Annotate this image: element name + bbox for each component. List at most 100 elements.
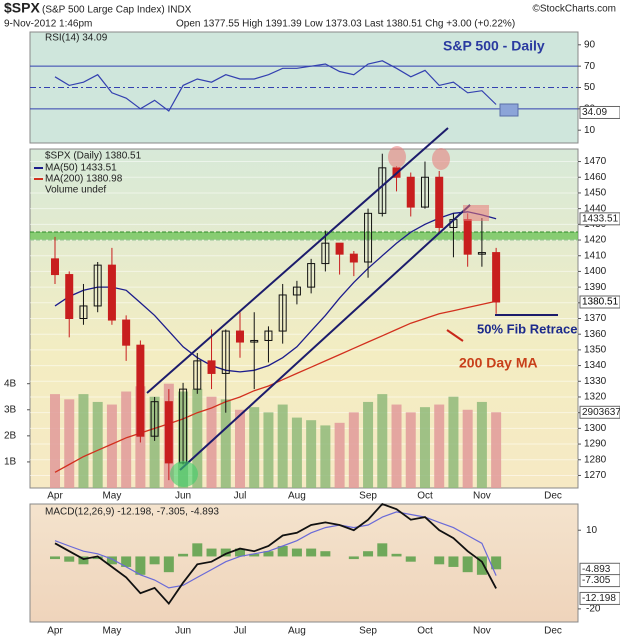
volume-tick-label: 4B [4,378,17,389]
candle-body [107,264,116,321]
value-box [579,295,620,309]
candle-body [65,274,74,319]
y-tick-label: 1460 [584,172,607,183]
y-tick-label: 1280 [584,454,607,465]
value-box [579,405,620,419]
volume-bar [78,394,89,488]
x-tick-label: May [102,491,121,502]
histogram-bar [391,553,402,557]
candle-body [406,176,415,208]
volume-tick-label: 1B [4,457,17,468]
volume-bar [291,417,302,488]
low-marker [170,461,198,487]
histogram-bar [106,556,117,565]
histogram-bar [92,556,103,560]
y-tick-label: 90 [584,39,596,50]
y-tick-label: 70 [584,61,596,72]
y-tick-label: 10 [584,125,596,136]
candle-body [207,360,216,374]
histogram-bar [192,543,203,557]
histogram-bar [448,556,459,567]
rsi-line [54,60,497,112]
candle-body [435,176,444,228]
candle-body [278,294,287,332]
x-tick-label: Apr [47,491,63,502]
volume-bar [220,399,231,488]
value-box [579,105,620,119]
histogram-bar [491,556,502,570]
volume-tick-label: 3B [4,404,17,415]
macd-line [54,502,497,606]
candle-body [292,286,301,296]
y-tick-label: 1350 [584,345,607,356]
legend-entry: MA(50) 1433.51 [45,163,117,174]
legend-entry: MA(200) 1380.98 [45,174,123,185]
candle-body [378,167,387,214]
volume-bar [320,425,331,488]
annotation: S&P 500 - Daily [443,38,545,54]
value-label: -7.305 [582,575,611,586]
volume-bar [391,404,402,488]
y-tick-label: 1420 [584,235,607,246]
y-tick-label: 1340 [584,360,607,371]
x-tick-label: Nov [473,491,491,502]
quote: Open 1377.55 High 1391.39 Low 1373.03 La… [176,19,515,30]
x-tick-label: Jun [175,491,191,502]
candle-body [122,319,131,346]
y-tick-label: 1290 [584,439,607,450]
value-box [579,212,620,226]
histogram-bar [306,548,317,557]
resistance-band [30,232,578,240]
volume-bar [491,412,502,488]
value-label: -4.893 [582,564,611,575]
histogram-bar [50,556,60,560]
histogram-bar [220,548,231,557]
volume-bar [348,412,359,488]
rsi-marker [499,103,519,117]
volume-bar [263,412,274,488]
histogram-bar [348,556,359,560]
volume-bar [92,401,103,488]
channel-line [179,204,471,471]
value-label: 2903637 [582,407,620,418]
x-tick-label: Dec [544,491,562,502]
x-tick-label: Oct [417,491,433,502]
value-box [579,591,620,605]
y-tick-label: 1360 [584,329,607,340]
histogram-bar [78,556,89,565]
y-tick-label: 1270 [584,470,607,481]
x-tick-label: Jul [234,491,247,502]
volume-bar [121,391,132,488]
y-tick-label: 1390 [584,282,607,293]
candle-body [463,219,472,255]
candle-body [307,263,316,288]
annotation: 50% Fib Retrace [477,321,577,336]
index-name: (S&P 500 Large Cap Index) INDX [42,5,192,16]
volume-bar [106,404,117,488]
candle-body [321,242,330,265]
top-marker [432,148,450,170]
y-tick-label: 1320 [584,392,607,403]
volume-bar [363,401,374,488]
x-tick-label: Oct [417,626,433,637]
channel-line [146,127,449,394]
value-label: 34.09 [582,107,607,118]
value-label: 1433.51 [582,213,619,224]
value-box [579,574,620,588]
volume-bar [249,407,260,488]
histogram-bar [64,556,75,562]
x-tick-label: Nov [473,626,491,637]
y-tick-label: 1370 [584,313,607,324]
volume-tick-label: 2B [4,430,17,441]
histogram-bar [206,548,217,557]
volume-bar [462,409,473,488]
histogram-bar [434,556,445,565]
candle-body [477,252,486,255]
candle-body [235,330,244,343]
histogram-bar [234,548,245,557]
ma-pointer [446,329,464,342]
volume-bar [277,404,288,488]
histogram-bar [249,553,260,557]
histogram-bar [462,556,473,573]
candle-body [420,176,429,208]
